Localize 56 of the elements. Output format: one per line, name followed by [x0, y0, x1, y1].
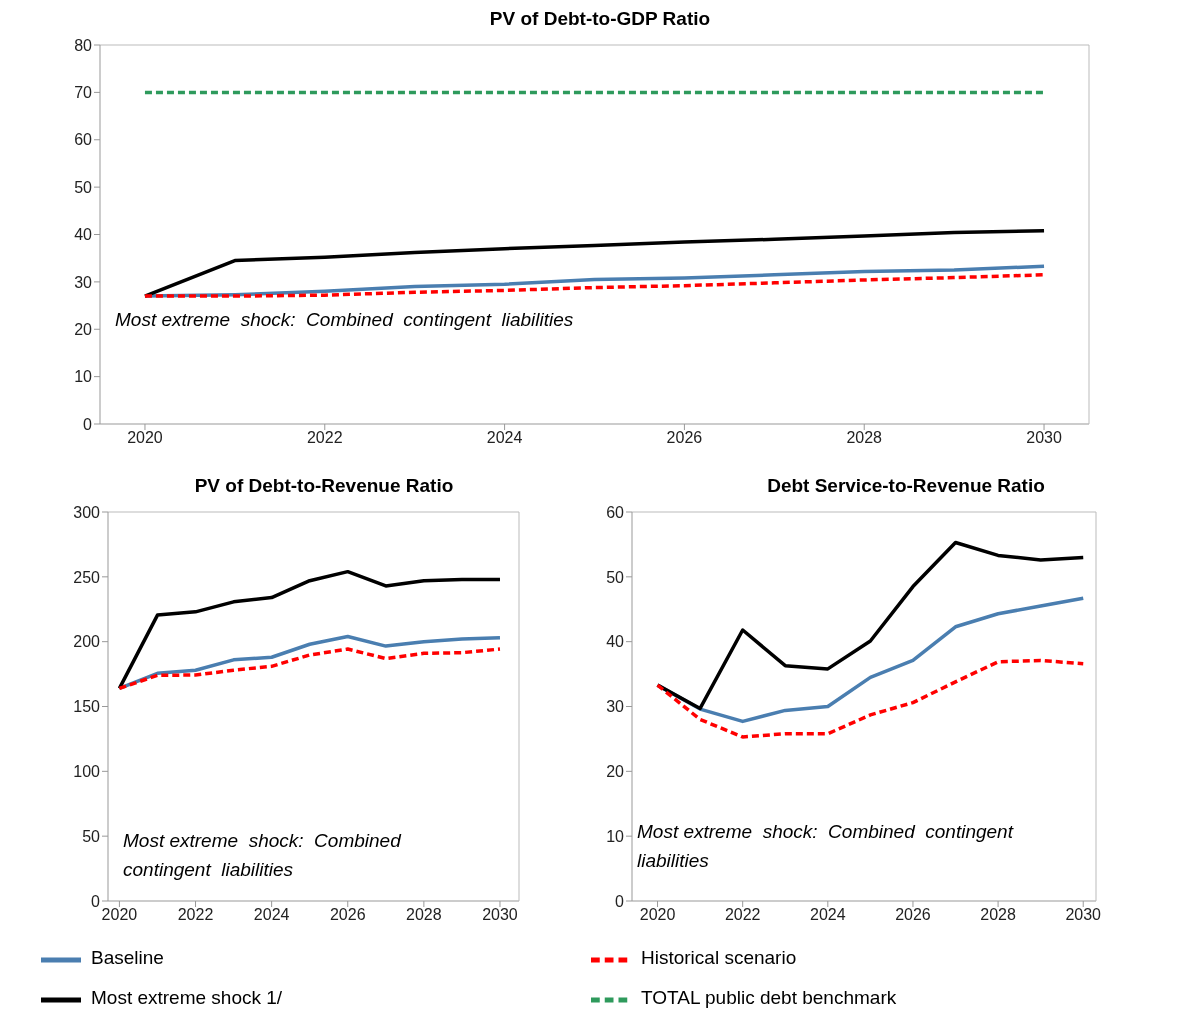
chart-title: PV of Debt-to-Revenue Ratio: [193, 475, 455, 498]
y-tick-label: 50: [82, 827, 101, 845]
x-tick-label: 2024: [486, 429, 523, 447]
line-series: [117, 647, 502, 691]
y-tick-label: 30: [606, 698, 625, 716]
x-tick-label: 2026: [666, 429, 703, 447]
y-tick-label: 60: [74, 131, 93, 149]
chart-title: Debt Service-to-Revenue Ratio: [766, 475, 1046, 498]
x-tick-label: 2020: [127, 429, 163, 447]
y-tick-label: 50: [606, 568, 625, 586]
x-tick-label: 2028: [406, 906, 442, 924]
legend-label: Baseline: [91, 946, 165, 969]
x-tick-label: 2020: [639, 906, 676, 924]
y-tick-label: 0: [91, 892, 101, 910]
y-tick-label: 40: [74, 226, 93, 244]
y-tick-label: 0: [83, 415, 93, 433]
y-tick-label: 0: [615, 892, 625, 910]
x-tick-label: 2022: [306, 429, 343, 447]
line-series: [143, 228, 1046, 298]
annotation: Most extreme shock: Combined contingent liabilities: [123, 829, 403, 882]
legend-label: Historical scenario: [641, 946, 798, 969]
legend-label: TOTAL public debt benchmark: [641, 986, 898, 1009]
y-tick-label: 60: [606, 503, 625, 521]
y-tick-label: 250: [73, 568, 101, 586]
x-tick-label: 2022: [724, 906, 761, 924]
y-tick-label: 30: [74, 273, 93, 291]
y-tick-label: 100: [73, 763, 101, 781]
x-tick-label: 2024: [253, 906, 290, 924]
y-tick-label: 40: [606, 633, 625, 651]
y-tick-label: 10: [74, 368, 93, 386]
x-tick-label: 2020: [101, 906, 138, 924]
line-series: [655, 658, 1085, 739]
chart-title: PV of Debt-to-GDP Ratio: [488, 8, 712, 31]
x-tick-label: 2028: [980, 906, 1016, 924]
y-tick-label: 70: [74, 84, 93, 102]
x-tick-label: 2022: [177, 906, 214, 924]
y-tick-label: 20: [606, 763, 625, 781]
y-tick-label: 50: [74, 178, 93, 196]
annotation: Most extreme shock: Combined contingent liabilities: [637, 820, 1015, 873]
y-tick-label: 150: [73, 698, 101, 716]
x-tick-label: 2030: [482, 906, 518, 924]
line-series: [117, 569, 502, 691]
y-tick-label: 300: [73, 503, 101, 521]
y-tick-label: 20: [74, 320, 93, 338]
y-tick-label: 10: [606, 827, 625, 845]
x-tick-label: 2030: [1065, 906, 1102, 924]
x-tick-label: 2026: [329, 906, 366, 924]
annotation: Most extreme shock: Combined contingent liabilities: [115, 308, 575, 332]
line-series: [143, 273, 1046, 298]
x-tick-label: 2024: [810, 906, 846, 924]
y-tick-label: 80: [74, 36, 93, 54]
legend-label: Most extreme shock 1/: [91, 986, 284, 1009]
x-tick-label: 2030: [1026, 429, 1062, 447]
x-tick-label: 2028: [846, 429, 883, 447]
x-tick-label: 2026: [895, 906, 931, 924]
y-tick-label: 200: [73, 633, 101, 651]
